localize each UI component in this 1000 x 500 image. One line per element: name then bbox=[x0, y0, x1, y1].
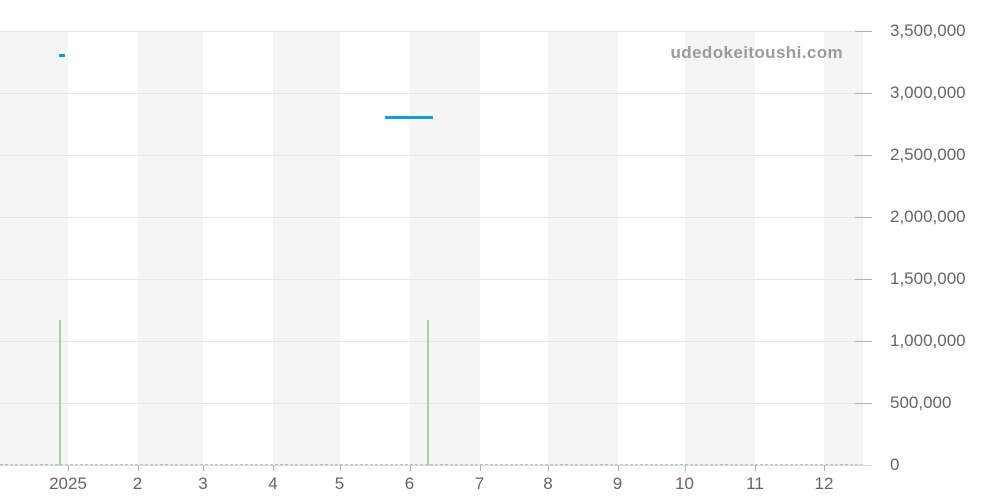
x-axis-tick bbox=[479, 465, 481, 471]
month-band bbox=[273, 31, 340, 465]
y-axis-tick bbox=[855, 217, 872, 218]
price-line-segment bbox=[59, 54, 65, 58]
x-axis-tick bbox=[824, 465, 825, 471]
x-axis-tick bbox=[339, 465, 341, 471]
x-axis-tick bbox=[755, 465, 756, 471]
x-axis-label: 7 bbox=[474, 474, 485, 493]
site-watermark: udedokeitoushi.com bbox=[670, 43, 843, 62]
y-axis-tick bbox=[855, 279, 872, 280]
x-axis-tick bbox=[203, 465, 204, 471]
y-gridline bbox=[0, 93, 863, 94]
y-axis-tick bbox=[855, 341, 872, 342]
y-gridline bbox=[0, 217, 863, 218]
y-axis-label: 2,000,000 bbox=[890, 207, 966, 226]
x-axis-label: 10 bbox=[675, 474, 694, 493]
y-gridline bbox=[0, 403, 863, 404]
x-axis-label: 11 bbox=[746, 474, 764, 493]
y-axis-label: 500,000 bbox=[890, 393, 952, 412]
x-axis-tick bbox=[684, 465, 686, 471]
month-band bbox=[824, 31, 863, 465]
month-band bbox=[0, 31, 68, 465]
y-axis-tick bbox=[855, 155, 872, 156]
x-axis-label: 12 bbox=[814, 474, 834, 493]
x-axis-tick bbox=[548, 465, 549, 471]
y-gridline bbox=[0, 341, 863, 342]
month-band bbox=[684, 31, 755, 465]
x-axis-label: 8 bbox=[543, 474, 553, 493]
month-band bbox=[137, 31, 203, 465]
x-axis-tick bbox=[273, 465, 274, 471]
x-axis-label: 6 bbox=[404, 474, 415, 493]
x-axis-label: 4 bbox=[268, 474, 278, 493]
secondary-line-spike bbox=[426, 319, 429, 465]
x-axis-label: 2 bbox=[132, 474, 143, 493]
y-axis-label: 0 bbox=[890, 455, 900, 474]
y-axis-tick bbox=[855, 403, 872, 404]
x-axis-label: 2025 bbox=[49, 474, 87, 493]
y-axis-label: 3,500,000 bbox=[890, 21, 966, 40]
x-axis-label: 5 bbox=[334, 474, 345, 493]
month-band bbox=[409, 31, 480, 465]
y-axis-tick bbox=[855, 31, 872, 32]
y-axis-label: 2,500,000 bbox=[890, 145, 966, 164]
x-axis-line bbox=[0, 465, 872, 466]
y-axis-label: 1,000,000 bbox=[890, 331, 966, 350]
y-axis-tick bbox=[855, 93, 872, 94]
price-line-segment bbox=[385, 116, 433, 120]
secondary-line-baseline bbox=[0, 463, 863, 466]
month-band bbox=[548, 31, 618, 465]
y-axis-label: 3,000,000 bbox=[890, 83, 966, 102]
x-axis-label: 3 bbox=[198, 474, 208, 493]
secondary-line-spike bbox=[58, 319, 61, 465]
x-axis-tick bbox=[137, 465, 139, 471]
y-gridline bbox=[0, 31, 863, 32]
y-gridline bbox=[0, 279, 863, 280]
x-axis-tick bbox=[68, 465, 69, 471]
x-axis-label: 9 bbox=[612, 474, 623, 493]
x-axis-tick bbox=[617, 465, 619, 471]
x-axis-tick bbox=[409, 465, 411, 471]
y-axis-label: 1,500,000 bbox=[890, 269, 966, 288]
y-gridline bbox=[0, 155, 863, 156]
